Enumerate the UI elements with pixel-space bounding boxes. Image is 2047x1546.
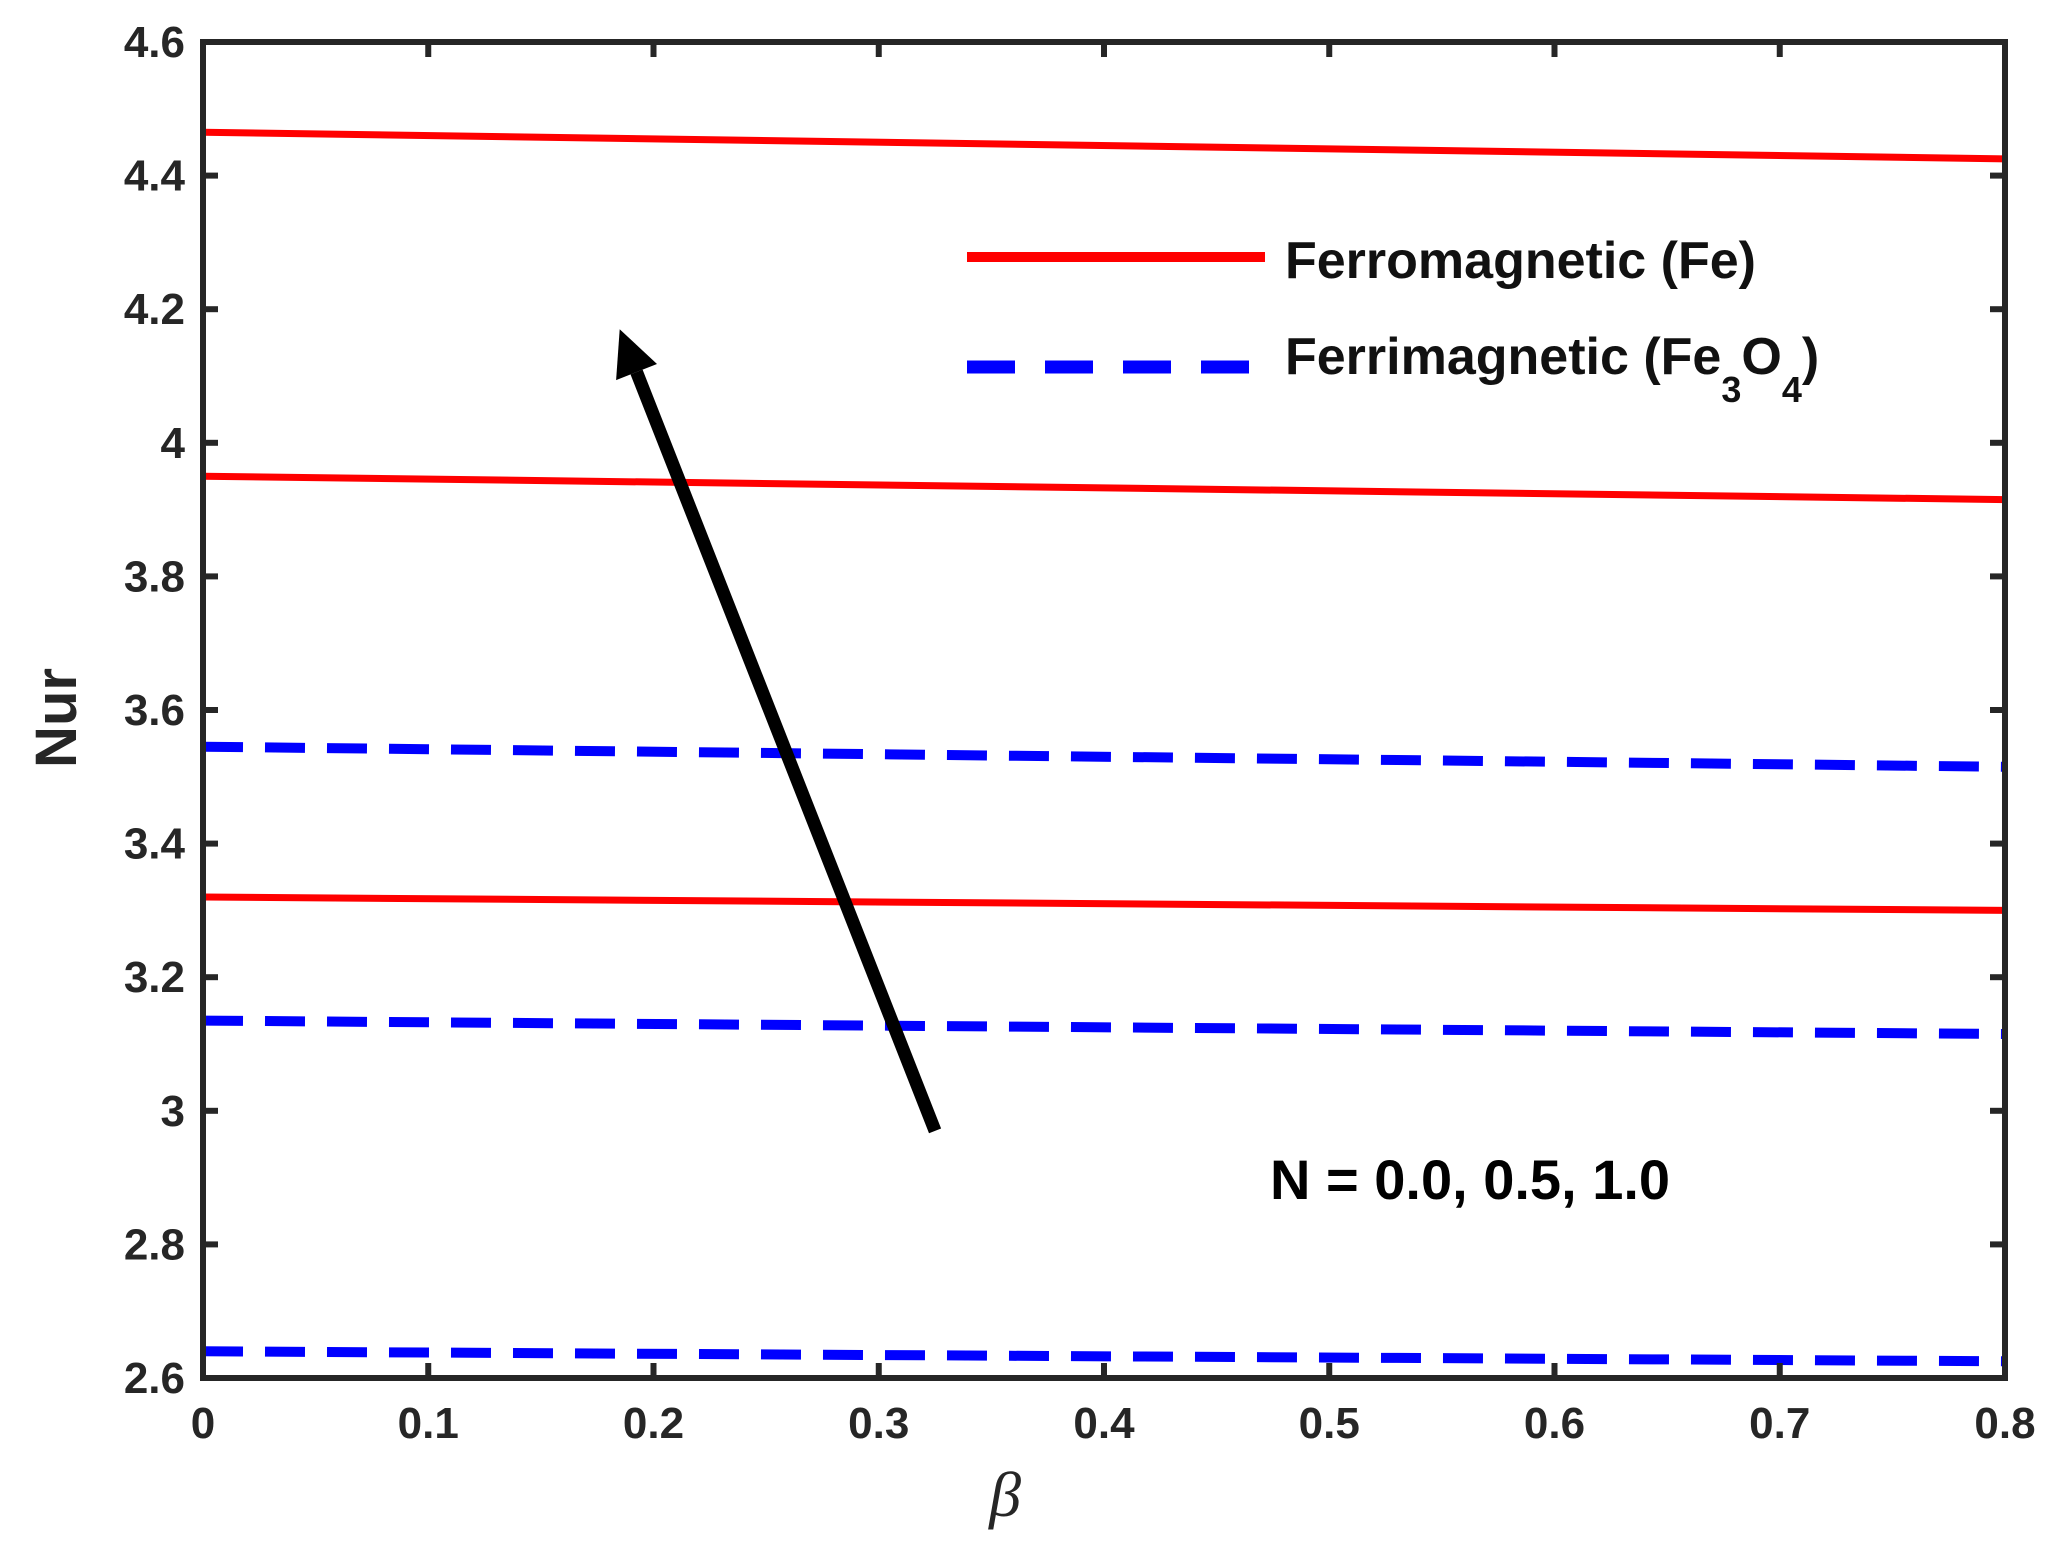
- series-line-fe-N0.5: [202, 472, 2006, 504]
- legend-label-part: O: [1741, 328, 1781, 386]
- x-tick-label: 0.4: [1073, 1399, 1135, 1448]
- legend-label-part: ): [1802, 328, 1819, 386]
- x-tick-label: 0.3: [848, 1399, 909, 1448]
- arrow-shaft: [630, 369, 942, 1134]
- legend-label-part: 3: [1721, 369, 1741, 410]
- series-layer: [202, 128, 2006, 1367]
- y-tick-label: 2.8: [124, 1220, 185, 1269]
- y-tick-label: 4.6: [124, 18, 185, 67]
- legend-label-part: 4: [1782, 369, 1802, 410]
- y-tick-label: 4.2: [124, 285, 185, 334]
- annotation-text: N = 0.0, 0.5, 1.0: [1270, 1148, 1670, 1211]
- x-tick-label: 0: [191, 1399, 215, 1448]
- y-axis-label: Nur: [24, 668, 89, 768]
- legend-label-part: Ferrimagnetic (Fe: [1285, 328, 1721, 386]
- y-tick-label: 3: [161, 1087, 185, 1136]
- series-line-fe-N0.0: [202, 893, 2006, 914]
- series-line-fe3o4-N0.0: [202, 1346, 2006, 1367]
- plot-area: [203, 42, 2005, 1378]
- y-tick-label: 3.4: [124, 820, 186, 869]
- x-tick-label: 0.8: [1974, 1399, 2035, 1448]
- series-line-fe3o4-N1.0: [202, 741, 2006, 772]
- x-tick-label: 0.6: [1524, 1399, 1585, 1448]
- y-tick-label: 3.8: [124, 552, 185, 601]
- arrow-head: [616, 329, 657, 381]
- legend-label-fe3o4: Ferrimagnetic (Fe3O4): [1285, 328, 1819, 410]
- x-tick-label: 0.1: [398, 1399, 459, 1448]
- y-tick-label: 4.4: [124, 152, 186, 201]
- series-line-fe3o4-N0.5: [202, 1015, 2006, 1039]
- x-axis-label: β: [987, 1459, 1021, 1530]
- legend-label-fe: Ferromagnetic (Fe): [1285, 232, 1756, 290]
- y-tick-label: 2.6: [124, 1354, 185, 1403]
- x-tick-label: 0.7: [1749, 1399, 1810, 1448]
- x-tick-label: 0.5: [1299, 1399, 1360, 1448]
- y-tick-label: 3.6: [124, 686, 185, 735]
- legend: Ferromagnetic (Fe) Ferrimagnetic (Fe3O4): [967, 232, 1819, 410]
- x-tick-label: 0.2: [623, 1399, 684, 1448]
- series-line-fe-N1.0: [202, 128, 2006, 163]
- annotation: N = 0.0, 0.5, 1.0: [616, 329, 1670, 1211]
- axis-ticks: 0 0.1 0.2 0.3 0.4 0.5 0.6 0.7 0.8 2.6 2.8 3 3.2 3.4 3.…: [124, 18, 2036, 1448]
- y-tick-label: 4: [161, 419, 186, 468]
- y-tick-label: 3.2: [124, 953, 185, 1002]
